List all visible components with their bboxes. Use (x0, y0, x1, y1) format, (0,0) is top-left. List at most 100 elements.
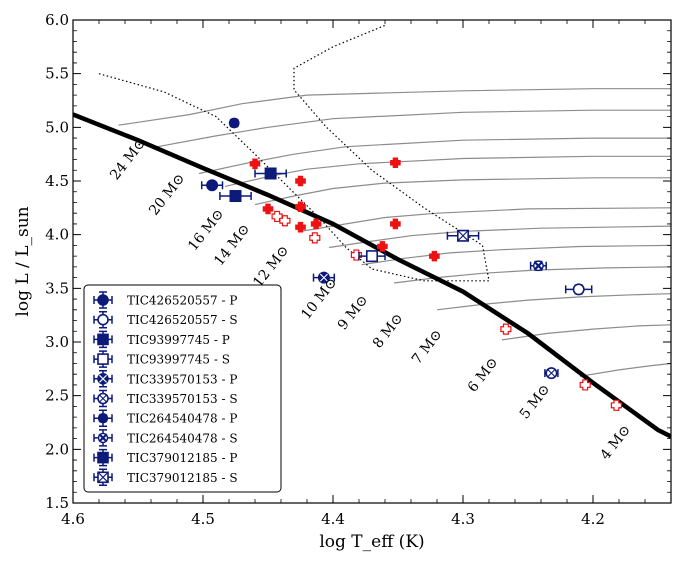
track-24msun (118, 88, 671, 126)
reference-star-open (500, 323, 512, 335)
legend-marker (97, 294, 109, 306)
marker-cross (97, 471, 109, 483)
track-20msun (157, 109, 671, 148)
y-tick-label: 4.0 (45, 226, 69, 244)
legend-entry-label: TIC264540478 - S (127, 431, 238, 445)
mass-label: 8 M⊙ (370, 310, 407, 351)
marker-cross (547, 369, 556, 378)
reference-star-open (579, 379, 591, 391)
mass-label: 9 M⊙ (335, 292, 372, 333)
marker-cross (99, 374, 107, 383)
binary-star-point (545, 367, 558, 380)
legend-entry-label: TIC339570153 - S (127, 392, 238, 406)
y-tick-label: 2.5 (45, 387, 69, 405)
mass-label: 7 M⊙ (409, 327, 446, 368)
binary-star-point (206, 179, 219, 192)
marker-shape (97, 451, 109, 464)
reference-star-filled (262, 203, 274, 215)
legend-marker (97, 353, 109, 365)
mass-label: 10 M⊙ (298, 275, 340, 323)
legend-marker (97, 372, 109, 385)
track-10msun (300, 207, 671, 232)
mass-label: 12 M⊙ (250, 243, 292, 291)
reference-star-filled (249, 158, 261, 170)
zams-line (73, 112, 671, 439)
legend-entry-label: TIC93997745 - S (127, 353, 230, 367)
track-8msun (361, 244, 671, 266)
reference-star-open (309, 232, 321, 244)
binary-star-point (229, 190, 242, 203)
legend-marker (97, 471, 109, 484)
y-tick-label: 4.5 (45, 172, 69, 190)
x-tick-label: 4.5 (191, 510, 215, 528)
mass-label: 4 M⊙ (597, 422, 634, 463)
y-tick-label: 6.0 (45, 11, 69, 29)
x-tick-label: 4.2 (581, 510, 605, 528)
reference-star-filled (310, 218, 322, 230)
x-tick-label: 4.4 (321, 510, 345, 528)
legend-marker (97, 451, 109, 464)
reference-star-filled (429, 250, 440, 262)
reference-star-filled (295, 221, 306, 233)
legend-marker (97, 313, 109, 326)
track-7msun (394, 266, 671, 284)
marker-shape (206, 179, 219, 192)
marker-shape (97, 313, 109, 326)
binary-star-point (572, 283, 585, 296)
reference-star-filled (295, 201, 306, 213)
plot-frame (72, 19, 672, 504)
legend-marker (97, 432, 109, 444)
mass-label: 6 M⊙ (465, 354, 502, 395)
legend-entry-label: TIC426520557 - S (127, 313, 238, 327)
legend-entry-label: TIC426520557 - P (127, 294, 237, 308)
legend-entry-label: TIC93997745 - P (127, 333, 230, 347)
legend-marker (97, 413, 109, 424)
legend-box (83, 284, 282, 493)
marker-shape (572, 283, 585, 296)
mass-label: 24 M⊙ (107, 135, 149, 183)
y-tick-label: 2.0 (45, 440, 69, 458)
legend-entry-label: TIC264540478 - P (127, 412, 237, 426)
marker-cross (98, 413, 108, 423)
mass-label: 20 M⊙ (146, 171, 188, 219)
legend: TIC426520557 - P TIC426520557 - S TIC93997… (83, 284, 282, 493)
legend-marker (97, 333, 109, 346)
track-6msun (436, 293, 671, 311)
y-tick-label: 1.5 (45, 494, 69, 512)
y-tick-label: 3.0 (45, 333, 69, 351)
axes: 4.6 4.5 4.4 4.3 4.2 1.5 2.0 2.5 3.0 3.5 4.0 4.5 5.0 5… (13, 11, 672, 552)
binary-star-point (533, 260, 544, 272)
track-12msun (254, 177, 671, 206)
legend-entry-label: TIC339570153 - P (127, 372, 237, 386)
reference-star-open (350, 249, 362, 261)
marker-shape (264, 167, 277, 180)
legend-error-bars (93, 429, 113, 447)
y-tick-label: 5.0 (45, 118, 69, 136)
binary-star-point (264, 167, 277, 180)
reference-star-filled (390, 218, 401, 230)
legend-entry-label: TIC379012185 - P (127, 451, 237, 465)
marker-shape (97, 294, 109, 306)
track-16msun (198, 137, 671, 175)
binary-star-point (228, 117, 240, 129)
marker-shape (97, 353, 109, 365)
track-4msun (579, 362, 671, 377)
reference-star-filled (377, 241, 388, 252)
x-axis-label: log T_eff (K) (319, 532, 424, 552)
reference-star-open (610, 399, 622, 411)
y-axis-label: log L / L_sun (13, 206, 33, 316)
marker-cross (98, 433, 108, 443)
marker-shape (229, 190, 242, 203)
reference-star-filled (295, 175, 306, 187)
legend-entry-label: TIC379012185 - S (127, 471, 238, 485)
binary-star-point (365, 250, 378, 263)
y-tick-label: 3.5 (45, 279, 69, 297)
y-tick-label: 5.5 (45, 65, 69, 83)
marker-cross (457, 230, 469, 242)
x-tick-label: 4.3 (451, 510, 475, 528)
dotted-boundary-line (98, 24, 490, 282)
marker-shape (365, 250, 378, 263)
binary-star-point (456, 229, 469, 242)
mass-label: 5 M⊙ (517, 381, 554, 422)
